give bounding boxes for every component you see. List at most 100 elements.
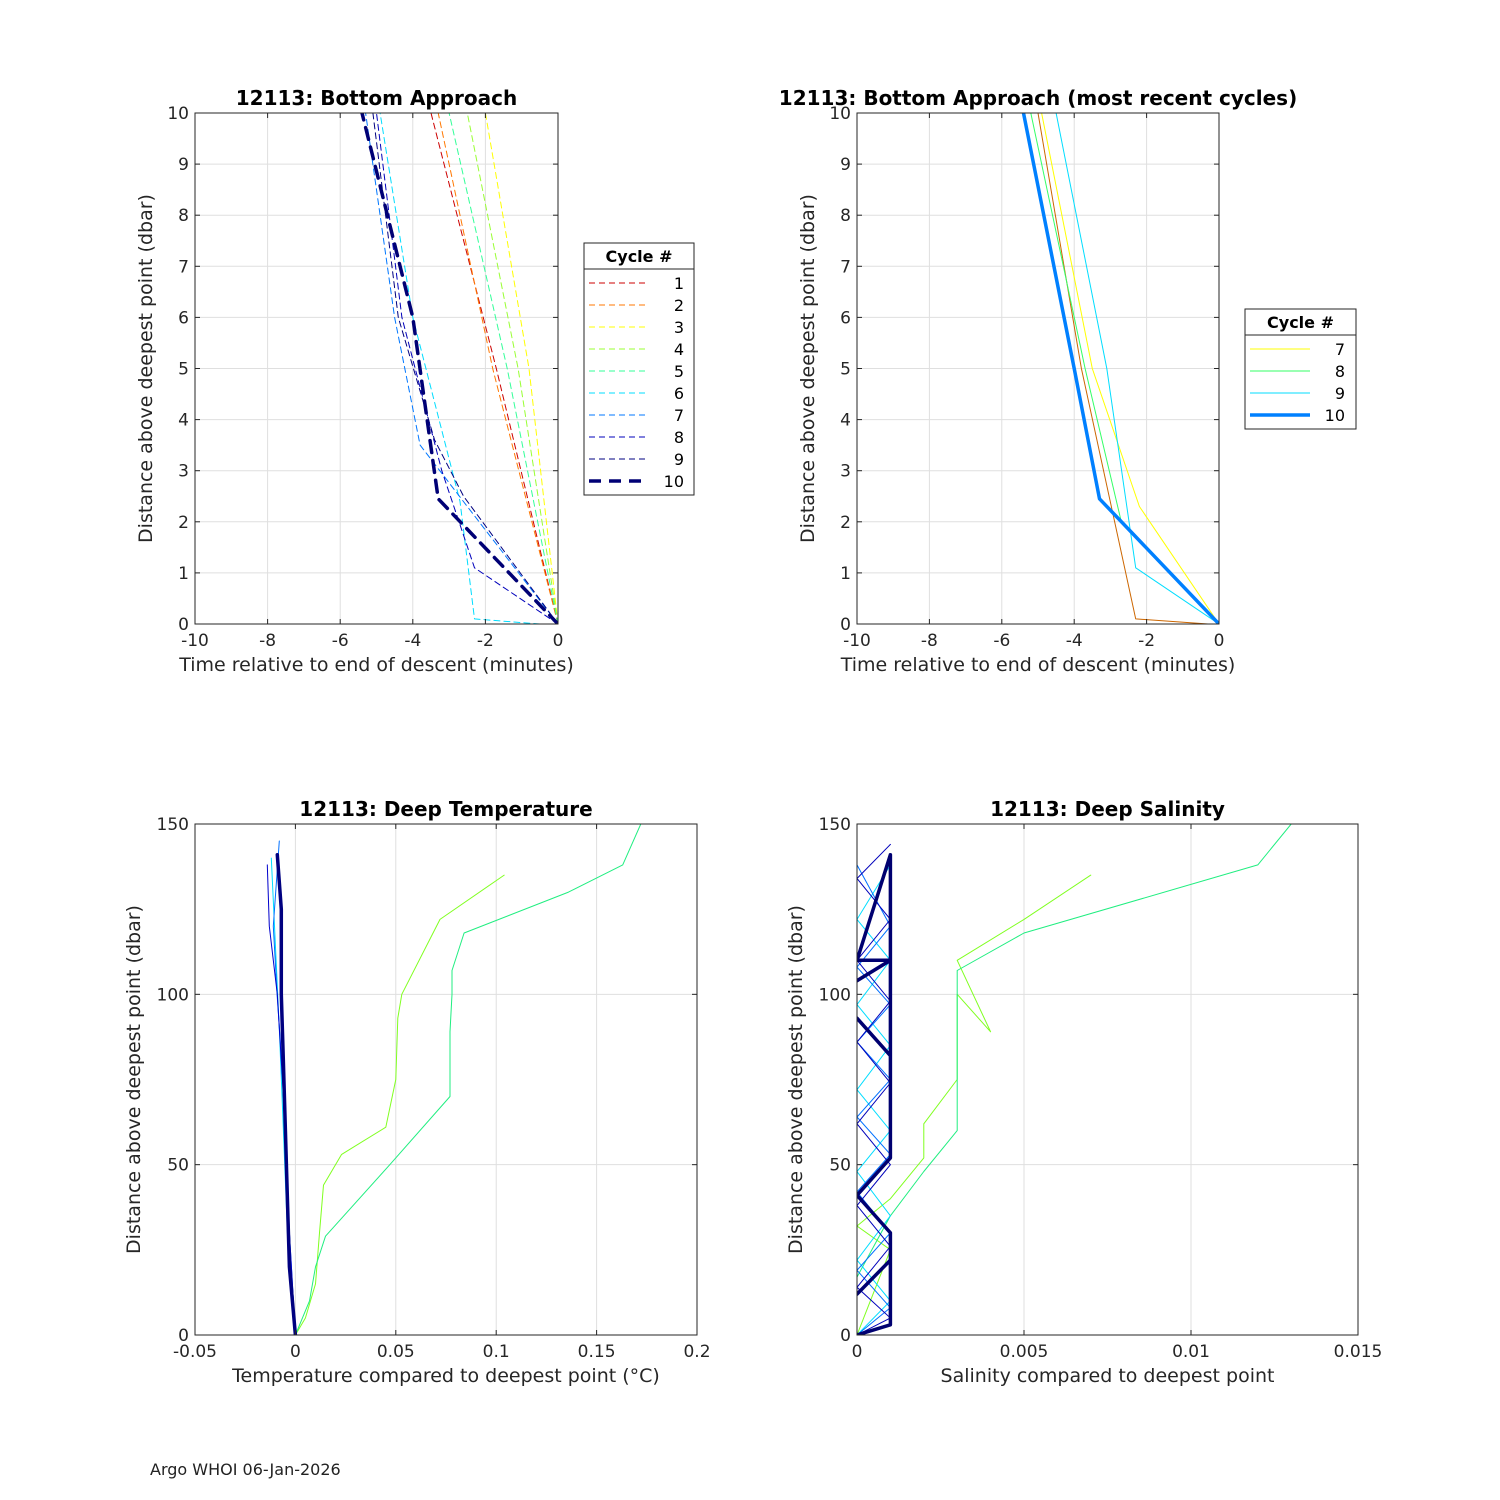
legend-label-7: 7 (1335, 340, 1345, 359)
x-tick-label: -8 (921, 631, 938, 651)
y-tick-label: 100 (819, 985, 851, 1005)
y-tick-label: 100 (157, 985, 189, 1005)
legend: Cycle #7 8 9 10 (1244, 308, 1357, 430)
footer-credit: Argo WHOI 06-Jan-2026 (150, 1460, 341, 1479)
series-group (1021, 113, 1219, 624)
x-tick-label: 0 (852, 1342, 863, 1362)
y-tick-label: 7 (840, 257, 851, 277)
legend-label-9: 9 (1335, 384, 1345, 403)
series-line-10 (1021, 113, 1219, 624)
series-line-4 (466, 113, 558, 624)
series-line-2 (857, 824, 1292, 1335)
x-axis-label: Time relative to end of descent (minutes… (840, 654, 1236, 676)
series-group (857, 824, 1292, 1335)
panel-1: -10 -8 -6 -4 -2 0 0 1 2 3 4 5 6 7 8 9 10 12113: Bottom Ap… (135, 86, 695, 676)
y-tick-label: 2 (178, 513, 189, 533)
series-line-1 (430, 113, 558, 624)
chart-title: 12113: Deep Salinity (990, 797, 1225, 821)
series-line-6 (857, 852, 893, 1335)
y-tick-label: 9 (840, 155, 851, 175)
y-tick-label: 3 (178, 462, 189, 482)
series-line-1 (294, 874, 505, 1335)
x-axis-label: Time relative to end of descent (minutes… (178, 654, 574, 676)
series-line-5 (448, 113, 558, 624)
legend-label-10: 10 (664, 472, 684, 491)
y-tick-label: 4 (178, 411, 189, 431)
chart-title: 12113: Bottom Approach (236, 86, 518, 110)
legend-title: Cycle # (606, 247, 673, 266)
series-line-6 (275, 852, 298, 1335)
series-line-1 (857, 874, 1092, 1335)
y-tick-label: 1 (178, 564, 189, 584)
plot-area (195, 824, 697, 1335)
x-tick-label: 0 (1214, 631, 1225, 651)
x-tick-label: 0.005 (1000, 1342, 1049, 1362)
y-tick-label: 7 (178, 257, 189, 277)
y-tick-label: 8 (840, 206, 851, 226)
plot-area (857, 824, 1358, 1335)
series-line-7 (1041, 113, 1219, 624)
x-tick-label: 0.2 (683, 1342, 710, 1362)
series-line-2 (437, 113, 558, 624)
x-tick-label: -0.05 (173, 1342, 217, 1362)
y-tick-label: 5 (178, 360, 189, 380)
legend-box (583, 242, 695, 496)
x-axis-label: Temperature compared to deepest point (°… (231, 1365, 660, 1387)
legend-label-6: 6 (674, 384, 684, 403)
x-tick-label: -10 (843, 631, 871, 651)
series-line-8 (376, 113, 558, 624)
series-line-5 (857, 843, 891, 1335)
x-tick-label: -4 (404, 631, 421, 651)
y-tick-label: 0 (178, 1326, 189, 1346)
series-line-3 (857, 864, 891, 1335)
x-tick-label: -10 (181, 631, 209, 651)
legend-label-3: 3 (674, 318, 684, 337)
chart-title: 12113: Bottom Approach (most recent cycl… (779, 86, 1297, 110)
y-tick-label: 5 (840, 360, 851, 380)
x-tick-label: 0.1 (483, 1342, 510, 1362)
series-group (266, 824, 642, 1335)
y-tick-label: 4 (840, 411, 851, 431)
y-tick-label: 10 (167, 104, 189, 124)
series-line-2 (294, 824, 642, 1335)
y-tick-label: 150 (819, 815, 851, 835)
series-line-9 (372, 113, 558, 624)
y-tick-label: 150 (157, 815, 189, 835)
series-line-9 (1055, 113, 1219, 624)
legend-label-1: 1 (674, 274, 684, 293)
legend-label-8: 8 (674, 428, 684, 447)
y-tick-label: 0 (178, 615, 189, 635)
series-line-6 (379, 113, 541, 624)
series-line-10 (360, 113, 558, 624)
legend-label-9: 9 (674, 450, 684, 469)
x-tick-label: 0 (553, 631, 564, 651)
axes-frame (194, 823, 698, 1336)
y-tick-label: 3 (840, 462, 851, 482)
legend-label-7: 7 (674, 406, 684, 425)
y-axis-label: Distance above deepest point (dbar) (797, 194, 819, 543)
x-tick-label: 0.15 (578, 1342, 616, 1362)
series-line-7 (365, 113, 558, 624)
y-tick-label: 0 (840, 1326, 851, 1346)
x-tick-label: 0 (290, 1342, 301, 1362)
legend-label-4: 4 (674, 340, 684, 359)
x-tick-label: -6 (332, 631, 349, 651)
chart-title: 12113: Deep Temperature (299, 797, 592, 821)
x-tick-label: 0.015 (1334, 1342, 1383, 1362)
x-tick-label: 0.01 (1172, 1342, 1210, 1362)
y-tick-label: 1 (840, 564, 851, 584)
x-tick-label: -6 (993, 631, 1010, 651)
x-tick-label: -4 (1066, 631, 1083, 651)
legend-label-5: 5 (674, 362, 684, 381)
panel-4: 0 0.005 0.01 0.015 0 50 100 150 12113: Deep Sali… (785, 797, 1382, 1387)
x-tick-label: -8 (259, 631, 276, 651)
x-tick-label: -2 (477, 631, 494, 651)
y-axis-label: Distance above deepest point (dbar) (123, 905, 145, 1254)
series-group (360, 113, 558, 624)
legend-label-8: 8 (1335, 362, 1345, 381)
y-tick-label: 8 (178, 206, 189, 226)
axes-frame (856, 823, 1359, 1336)
